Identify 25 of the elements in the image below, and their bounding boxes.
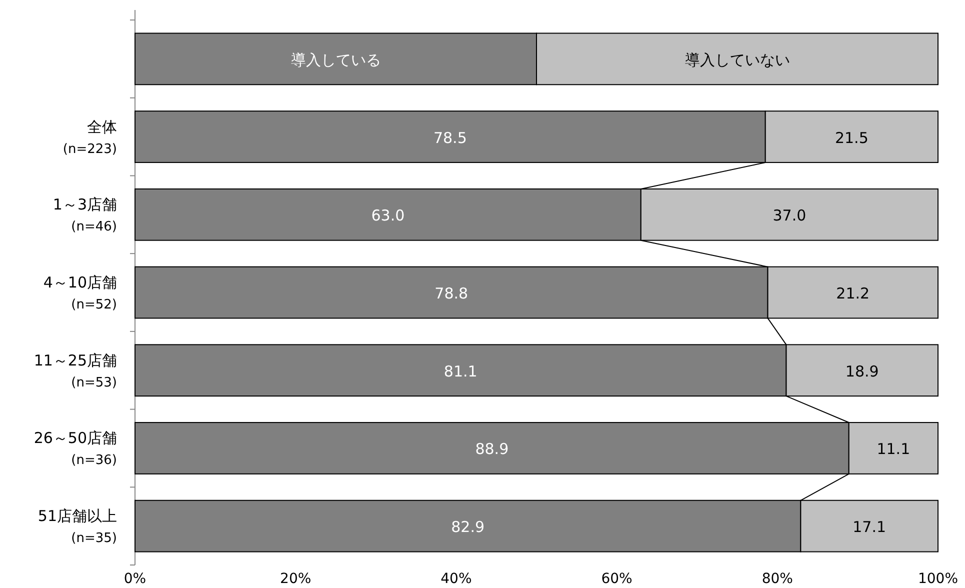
x-tick-label: 40% <box>440 571 472 587</box>
data-label: 63.0 <box>371 206 405 225</box>
data-label: 78.8 <box>434 284 468 302</box>
data-label: 18.9 <box>845 362 879 380</box>
y-tick-label: 26～50店舗 (n=36) <box>34 429 117 468</box>
y-tick-label: 11～25店舗 (n=53) <box>34 351 117 390</box>
data-label: 21.5 <box>834 128 868 147</box>
data-label: 37.0 <box>772 206 806 225</box>
data-label: 88.9 <box>475 440 509 458</box>
y-tick-label: 4～10店舗 (n=52) <box>43 274 117 312</box>
y-tick-label: 1～3店舗 (n=46) <box>52 196 117 235</box>
data-label: 82.9 <box>451 518 485 536</box>
y-tick-label: 全体 (n=223) <box>62 118 117 157</box>
data-label: 81.1 <box>444 362 478 380</box>
legend: 導入している 導入していない <box>134 32 938 86</box>
x-tick-label: 0% <box>124 571 146 587</box>
data-label: 21.2 <box>836 284 870 302</box>
x-tick-label: 80% <box>762 571 793 587</box>
data-label: 11.1 <box>876 440 910 458</box>
y-tick-label: 51店舗以上 (n=35) <box>38 507 117 546</box>
data-label: 17.1 <box>852 518 886 536</box>
x-tick-label: 20% <box>280 571 312 587</box>
x-tick-label: 60% <box>601 571 632 587</box>
data-label: 78.5 <box>433 128 467 147</box>
x-tick-label: 100% <box>918 571 958 587</box>
